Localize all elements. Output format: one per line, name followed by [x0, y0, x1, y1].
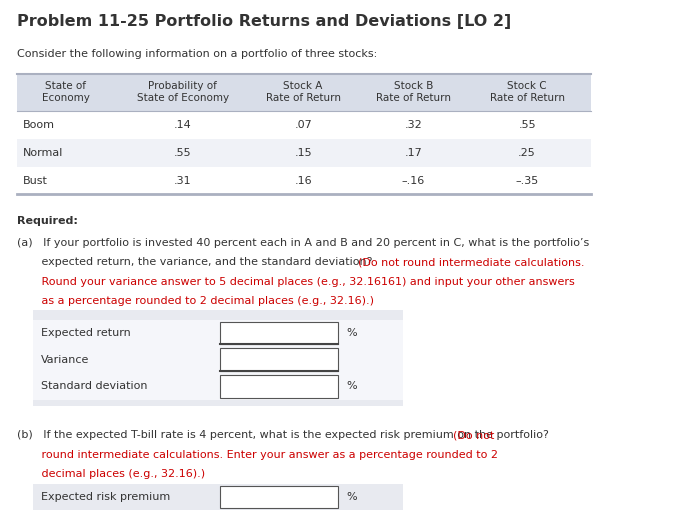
Text: expected return, the variance, and the standard deviation?: expected return, the variance, and the s… — [17, 257, 376, 267]
Text: Bust: Bust — [23, 175, 48, 186]
Text: Standard deviation: Standard deviation — [41, 381, 148, 391]
Bar — [17, 111, 591, 139]
Text: Variance: Variance — [41, 354, 90, 365]
Text: %: % — [346, 381, 356, 391]
Text: Stock C: Stock C — [507, 81, 547, 90]
Text: as a percentage rounded to 2 decimal places (e.g., 32.16).): as a percentage rounded to 2 decimal pla… — [17, 296, 374, 306]
Text: .15: .15 — [294, 148, 312, 158]
Text: –.35: –.35 — [515, 175, 539, 186]
Text: (Do not round intermediate calculations.: (Do not round intermediate calculations. — [358, 257, 584, 267]
Bar — [33, 400, 403, 406]
Text: Stock B: Stock B — [393, 81, 433, 90]
Text: Stock A: Stock A — [283, 81, 323, 90]
Text: State of Economy: State of Economy — [136, 93, 229, 103]
Text: round intermediate calculations. Enter your answer as a percentage rounded to 2: round intermediate calculations. Enter y… — [17, 450, 498, 460]
Text: Rate of Return: Rate of Return — [490, 93, 564, 103]
Text: Probability of: Probability of — [148, 81, 217, 90]
Text: (Do not: (Do not — [453, 430, 494, 440]
Text: .55: .55 — [174, 148, 192, 158]
Text: .55: .55 — [518, 120, 536, 130]
Bar — [33, 310, 403, 320]
Bar — [17, 139, 591, 167]
Text: State of: State of — [45, 81, 86, 90]
Bar — [220, 322, 338, 344]
Text: decimal places (e.g., 32.16).): decimal places (e.g., 32.16).) — [17, 469, 205, 479]
Text: Consider the following information on a portfolio of three stocks:: Consider the following information on a … — [17, 49, 378, 58]
Text: %: % — [346, 492, 356, 502]
Text: .14: .14 — [174, 120, 192, 130]
Bar — [33, 484, 403, 510]
Text: Expected return: Expected return — [41, 328, 131, 338]
Bar — [220, 486, 338, 508]
Text: %: % — [346, 328, 356, 338]
Text: .07: .07 — [294, 120, 312, 130]
Bar — [220, 348, 338, 371]
Text: –.16: –.16 — [402, 175, 425, 186]
Text: .32: .32 — [404, 120, 422, 130]
Text: Normal: Normal — [23, 148, 63, 158]
Text: Boom: Boom — [23, 120, 54, 130]
Text: Economy: Economy — [41, 93, 90, 103]
Bar — [17, 74, 591, 111]
Text: Required:: Required: — [17, 216, 78, 226]
Text: .16: .16 — [294, 175, 312, 186]
Text: Rate of Return: Rate of Return — [266, 93, 340, 103]
Bar — [17, 167, 591, 194]
Bar — [220, 375, 338, 398]
Text: .17: .17 — [404, 148, 422, 158]
Text: .31: .31 — [174, 175, 192, 186]
Text: (b)   If the expected T-bill rate is 4 percent, what is the expected risk premiu: (b) If the expected T-bill rate is 4 per… — [17, 430, 553, 440]
Bar — [33, 320, 403, 400]
Text: Problem 11-25 Portfolio Returns and Deviations [LO 2]: Problem 11-25 Portfolio Returns and Devi… — [17, 14, 511, 29]
Text: Rate of Return: Rate of Return — [376, 93, 451, 103]
Text: (a)   If your portfolio is invested 40 percent each in A and B and 20 percent in: (a) If your portfolio is invested 40 per… — [17, 238, 590, 247]
Text: Round your variance answer to 5 decimal places (e.g., 32.16161) and input your o: Round your variance answer to 5 decimal … — [17, 277, 575, 286]
Text: Expected risk premium: Expected risk premium — [41, 492, 171, 502]
Text: .25: .25 — [518, 148, 536, 158]
